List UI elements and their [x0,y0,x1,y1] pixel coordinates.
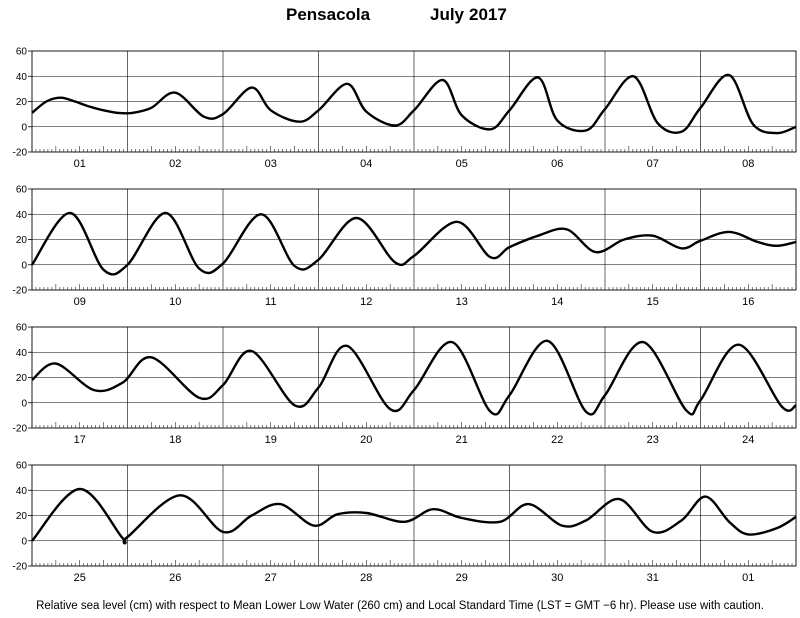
day-label: 03 [265,158,277,170]
y-tick-label: -20 [13,148,28,159]
day-label: 26 [169,572,181,584]
day-label: 01 [74,158,86,170]
day-label: 08 [742,158,754,170]
y-tick-label: 0 [21,260,27,271]
day-label: 16 [742,296,754,308]
day-label: 10 [169,296,181,308]
y-tick-label: 60 [16,47,28,58]
y-tick-label: -20 [13,286,28,297]
y-tick-label: 20 [16,97,28,108]
y-tick-label: 60 [16,185,28,196]
day-label: 06 [551,158,563,170]
day-label: 20 [360,434,372,446]
y-tick-label: 0 [21,536,27,547]
day-label: 21 [456,434,468,446]
chart-title-station: Pensacola [286,5,371,24]
day-label: 14 [551,296,563,308]
day-label: 01 [742,572,754,584]
day-label: 19 [265,434,277,446]
day-label: 13 [456,296,468,308]
day-label: 27 [265,572,277,584]
day-label: 29 [456,572,468,584]
y-tick-label: 40 [16,210,28,221]
day-label: 12 [360,296,372,308]
day-label: 09 [74,296,86,308]
y-tick-label: 60 [16,323,28,334]
day-label: 17 [74,434,86,446]
day-label: 25 [74,572,86,584]
day-label: 18 [169,434,181,446]
day-label: 15 [647,296,659,308]
sea-level-line [31,487,797,545]
sea-level-line [31,73,797,135]
day-label: 07 [647,158,659,170]
chart-title-year: 2017 [469,5,507,24]
y-tick-label: 40 [16,348,28,359]
chart-title-month: July [430,5,465,24]
day-label: 04 [360,158,372,170]
y-tick-label: 0 [21,398,27,409]
y-tick-label: 40 [16,486,28,497]
day-label: 30 [551,572,563,584]
y-tick-label: -20 [13,424,28,435]
day-label: 23 [647,434,659,446]
y-tick-label: 0 [21,122,27,133]
y-tick-label: -20 [13,562,28,573]
day-label: 31 [647,572,659,584]
y-tick-label: 20 [16,373,28,384]
sea-level-line [31,339,797,416]
day-label: 22 [551,434,563,446]
day-label: 05 [456,158,468,170]
day-label: 24 [742,434,754,446]
day-label: 28 [360,572,372,584]
day-label: 11 [265,296,276,308]
y-tick-label: 40 [16,72,28,83]
day-label: 02 [169,158,181,170]
chart-caption: Relative sea level (cm) with respect to … [36,600,764,612]
y-tick-label: 20 [16,511,28,522]
y-tick-label: 20 [16,235,28,246]
sea-level-line [31,211,797,276]
y-tick-label: 60 [16,461,28,472]
